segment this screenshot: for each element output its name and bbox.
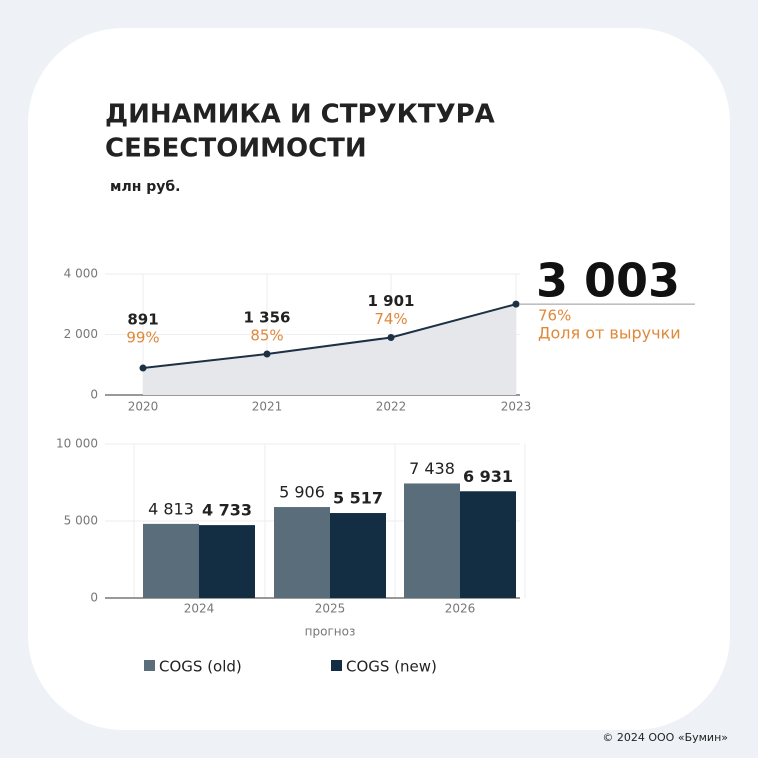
x-tick-label: 2022 — [376, 400, 407, 414]
value-label: 6 931 — [463, 467, 513, 486]
value-label: 7 438 — [409, 459, 455, 478]
legend-label: COGS (new) — [346, 658, 437, 676]
x-tick-label: 2024 — [184, 602, 215, 616]
y-tick-label: 0 — [90, 591, 98, 605]
y-tick-label: 4 000 — [64, 267, 98, 281]
y-tick-label: 10 000 — [56, 437, 98, 451]
x-tick-label: 2026 — [445, 602, 476, 616]
bar — [404, 483, 460, 598]
x-tick-label: 2023 — [501, 400, 532, 414]
x-tick-label: 2020 — [128, 400, 159, 414]
legend-swatch — [331, 660, 342, 671]
x-tick-label: 2025 — [315, 602, 346, 616]
line — [142, 303, 517, 370]
point — [139, 364, 147, 372]
x-axis-label: прогноз — [305, 625, 356, 639]
bar — [199, 525, 255, 598]
value-label: 4 733 — [202, 501, 252, 520]
bar — [143, 523, 199, 598]
value-label: 3 003 — [536, 254, 680, 308]
share-label: 85% — [250, 326, 283, 344]
annotation: Доля от выручки — [538, 324, 681, 343]
share-label: 76% — [538, 307, 571, 325]
area — [143, 304, 516, 395]
x-tick-label: 2021 — [252, 400, 283, 414]
footer: © 2024 ООО «Бумин» — [602, 731, 728, 744]
y-tick-label: 0 — [90, 388, 98, 402]
title: СЕБЕСТОИМОСТИ — [105, 134, 367, 164]
value-label: 4 813 — [148, 499, 194, 518]
value-label: 1 901 — [368, 292, 415, 310]
value-label: 5 517 — [333, 489, 383, 508]
legend-swatch — [144, 660, 155, 671]
value-label: 891 — [127, 311, 158, 329]
share-label: 99% — [126, 329, 159, 347]
point — [512, 300, 520, 308]
title: ДИНАМИКА И СТРУКТУРА — [105, 100, 495, 130]
legend-label: COGS (old) — [159, 658, 242, 676]
subtitle: млн руб. — [110, 179, 181, 195]
bar — [330, 513, 386, 598]
y-tick-label: 2 000 — [64, 327, 98, 341]
share-label: 74% — [374, 310, 407, 328]
bar — [460, 491, 516, 598]
y-tick-label: 5 000 — [64, 514, 98, 528]
bar — [274, 507, 330, 598]
point — [263, 350, 271, 358]
value-label: 1 356 — [244, 308, 291, 326]
point — [387, 333, 395, 341]
value-label: 5 906 — [279, 483, 325, 502]
